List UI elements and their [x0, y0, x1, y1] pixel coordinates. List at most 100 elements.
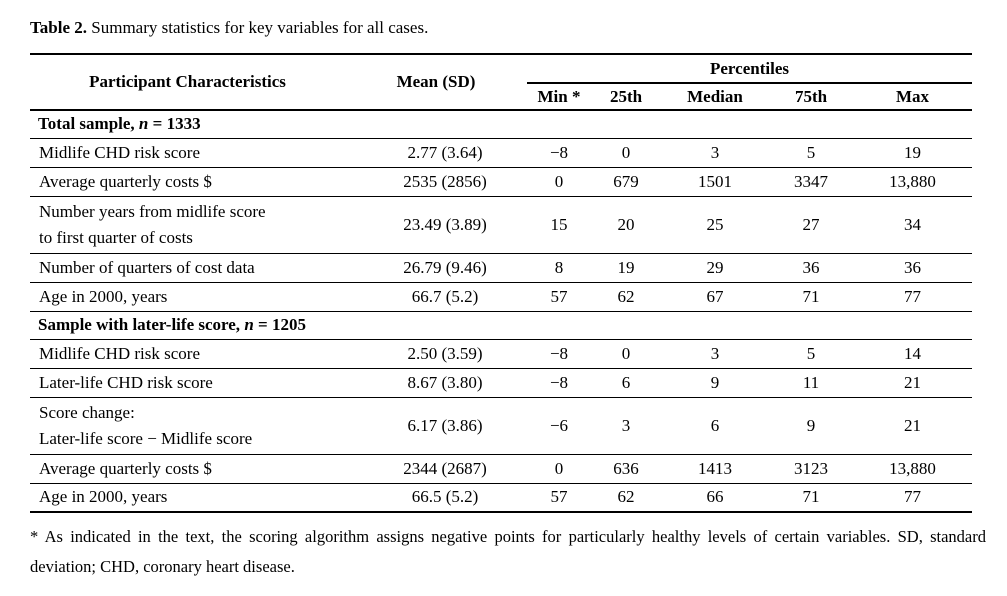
cell-max: 14 [853, 339, 972, 369]
page: Table 2. Summary statistics for key vari… [30, 18, 1007, 577]
cell-75th: 5 [769, 339, 853, 369]
cell-median: 1413 [661, 454, 769, 484]
group-label-count: = 1205 [253, 315, 306, 334]
cell-75th: 71 [769, 483, 853, 513]
cell-25th: 62 [591, 483, 661, 513]
cell-75th: 27 [769, 196, 853, 254]
cell-min: −8 [527, 138, 591, 168]
cell-75th: 5 [769, 138, 853, 168]
cell-max: 21 [853, 368, 972, 398]
cell-25th: 19 [591, 253, 661, 283]
cell-label: Later-life CHD risk score [30, 368, 345, 398]
group-row-total-sample: Total sample, n = 1333 [30, 110, 972, 139]
table-body: Total sample, n = 1333 Midlife CHD risk … [30, 110, 972, 513]
cell-label-line1: Score change: [39, 402, 135, 422]
col-header-characteristics: Participant Characteristics [30, 54, 345, 111]
table-row: Age in 2000, years 66.7 (5.2) 57 62 67 7… [30, 282, 972, 312]
cell-max: 21 [853, 397, 972, 455]
col-header-max: Max [853, 83, 972, 111]
cell-min: 0 [527, 454, 591, 484]
table-row: Average quarterly costs $ 2344 (2687) 0 … [30, 454, 972, 484]
cell-mean: 8.67 (3.80) [345, 368, 527, 398]
cell-75th: 9 [769, 397, 853, 455]
cell-min: −8 [527, 339, 591, 369]
table-row: Score change: Later-life score − Midlife … [30, 397, 972, 455]
cell-mean: 2535 (2856) [345, 167, 527, 197]
col-header-25th: 25th [591, 83, 661, 111]
cell-min: 57 [527, 282, 591, 312]
cell-max: 77 [853, 483, 972, 513]
cell-label-line2: Later-life score − Midlife score [39, 428, 253, 448]
cell-median: 25 [661, 196, 769, 254]
cell-mean: 66.5 (5.2) [345, 483, 527, 513]
cell-label-line2: to first quarter of costs [39, 227, 193, 247]
cell-mean: 2.77 (3.64) [345, 138, 527, 168]
cell-25th: 636 [591, 454, 661, 484]
cell-25th: 679 [591, 167, 661, 197]
cell-label: Number years from midlife score to first … [30, 196, 345, 254]
cell-25th: 20 [591, 196, 661, 254]
cell-min: 8 [527, 253, 591, 283]
table-caption-number: Table 2. [30, 18, 88, 37]
cell-25th: 0 [591, 339, 661, 369]
cell-max: 34 [853, 196, 972, 254]
col-header-percentiles: Percentiles [527, 54, 972, 84]
cell-min: −6 [527, 397, 591, 455]
cell-label: Number of quarters of cost data [30, 253, 345, 283]
table-row: Number years from midlife score to first … [30, 196, 972, 254]
group-label-text: Sample with later-life score, [38, 315, 245, 334]
header-row-top: Participant Characteristics Mean (SD) Pe… [30, 54, 972, 111]
cell-max: 13,880 [853, 454, 972, 484]
group-row-later-life-sample: Sample with later-life score, n = 1205 [30, 311, 972, 340]
cell-median: 29 [661, 253, 769, 283]
table-row: Number of quarters of cost data 26.79 (9… [30, 253, 972, 283]
cell-max: 13,880 [853, 167, 972, 197]
col-header-mean-sd: Mean (SD) [345, 54, 527, 111]
table-row: Later-life CHD risk score 8.67 (3.80) −8… [30, 368, 972, 398]
cell-75th: 3347 [769, 167, 853, 197]
cell-median: 67 [661, 282, 769, 312]
cell-label: Average quarterly costs $ [30, 454, 345, 484]
cell-label: Average quarterly costs $ [30, 167, 345, 197]
col-header-75th: 75th [769, 83, 853, 111]
cell-max: 77 [853, 282, 972, 312]
cell-min: −8 [527, 368, 591, 398]
group-label-n: n [244, 315, 254, 334]
cell-mean: 23.49 (3.89) [345, 196, 527, 254]
group-label-count: = 1333 [148, 114, 201, 134]
cell-mean: 26.79 (9.46) [345, 253, 527, 283]
col-header-min: Min * [527, 83, 591, 111]
header-row-sub: Min * 25th Median 75th Max [30, 83, 972, 111]
group-label: Sample with later-life score, n = 1205 [30, 311, 972, 340]
cell-25th: 6 [591, 368, 661, 398]
cell-label: Age in 2000, years [30, 282, 345, 312]
cell-min: 57 [527, 483, 591, 513]
cell-mean: 6.17 (3.86) [345, 397, 527, 455]
cell-25th: 62 [591, 282, 661, 312]
cell-median: 9 [661, 368, 769, 398]
cell-median: 3 [661, 138, 769, 168]
cell-25th: 3 [591, 397, 661, 455]
table-header: Participant Characteristics Mean (SD) Pe… [30, 54, 972, 111]
cell-label: Age in 2000, years [30, 483, 345, 513]
cell-max: 19 [853, 138, 972, 168]
cell-25th: 0 [591, 138, 661, 168]
cell-label: Midlife CHD risk score [30, 138, 345, 168]
group-label-text: Total sample, [38, 114, 139, 134]
cell-max: 36 [853, 253, 972, 283]
col-header-median: Median [661, 83, 769, 111]
summary-statistics-table: Participant Characteristics Mean (SD) Pe… [30, 53, 972, 513]
group-label-n: n [138, 114, 149, 134]
cell-75th: 36 [769, 253, 853, 283]
cell-median: 6 [661, 397, 769, 455]
cell-75th: 71 [769, 282, 853, 312]
cell-mean: 2.50 (3.59) [345, 339, 527, 369]
table-footnote: * As indicated in the text, the scoring … [30, 527, 986, 577]
table-row: Midlife CHD risk score 2.77 (3.64) −8 0 … [30, 138, 972, 168]
table-caption: Table 2. Summary statistics for key vari… [30, 18, 1007, 38]
cell-min: 15 [527, 196, 591, 254]
cell-label: Score change: Later-life score − Midlife … [30, 397, 345, 455]
table-row: Age in 2000, years 66.5 (5.2) 57 62 66 7… [30, 483, 972, 513]
cell-mean: 2344 (2687) [345, 454, 527, 484]
table-row: Midlife CHD risk score 2.50 (3.59) −8 0 … [30, 339, 972, 369]
